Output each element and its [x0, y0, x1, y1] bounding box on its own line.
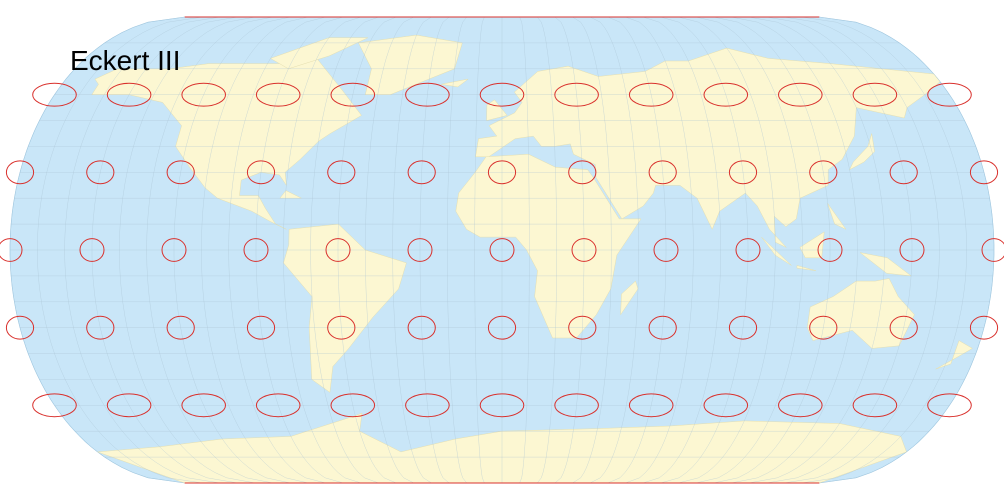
map-title: Eckert III [70, 45, 180, 76]
tissot-indicatrix [181, 393, 226, 418]
tissot-indicatrix [479, 393, 525, 418]
tissot-indicatrix [703, 393, 749, 418]
tissot-indicatrix [735, 238, 761, 262]
tissot-indicatrix [86, 160, 115, 185]
tissot-indicatrix [969, 315, 999, 340]
tissot-indicatrix [246, 160, 276, 185]
tissot-indicatrix [487, 315, 517, 340]
tissot-indicatrix [407, 315, 436, 340]
tissot-indicatrix [489, 238, 515, 262]
tissot-indicatrix [407, 160, 436, 185]
tissot-indicatrix [79, 238, 105, 262]
tissot-indicatrix [86, 315, 115, 340]
tissot-indicatrix [852, 82, 898, 107]
tissot-indicatrix [243, 238, 269, 262]
tissot-indicatrix [166, 315, 195, 340]
tissot-indicatrix [327, 160, 356, 185]
tissot-indicatrix [255, 393, 301, 418]
tissot-indicatrix [325, 238, 351, 262]
graticule-layer [9, 16, 995, 484]
tissot-indicatrix [554, 82, 599, 107]
landmass [620, 280, 639, 316]
tissot-layer [0, 82, 1004, 418]
tissot-indicatrix [246, 315, 276, 340]
tissot-indicatrix [648, 315, 677, 340]
tissot-indicatrix [628, 82, 674, 107]
tissot-indicatrix [32, 393, 77, 418]
landmass [796, 265, 816, 271]
tissot-indicatrix [479, 82, 525, 107]
tissot-indicatrix [405, 82, 450, 107]
tissot-indicatrix [703, 82, 749, 107]
landmass [827, 203, 847, 230]
tissot-indicatrix [648, 160, 677, 185]
tissot-indicatrix [327, 315, 356, 340]
tissot-indicatrix [106, 393, 152, 418]
tissot-indicatrix [852, 393, 898, 418]
tissot-indicatrix [571, 238, 597, 262]
tissot-indicatrix [166, 160, 195, 185]
tissot-indicatrix [981, 238, 1004, 262]
tissot-indicatrix [5, 315, 35, 340]
tissot-indicatrix [653, 238, 679, 262]
tissot-indicatrix [728, 315, 758, 340]
landmass [849, 133, 875, 171]
tissot-indicatrix [809, 160, 838, 185]
tissot-indicatrix [817, 238, 843, 262]
tissot-indicatrix [568, 160, 597, 185]
tissot-indicatrix [809, 315, 838, 340]
tissot-indicatrix [487, 160, 517, 185]
tissot-indicatrix [728, 160, 758, 185]
tissot-indicatrix [405, 393, 450, 418]
tissot-indicatrix [407, 238, 433, 262]
tissot-indicatrix [5, 160, 35, 185]
landmass [440, 78, 469, 88]
tissot-indicatrix [32, 82, 77, 107]
tissot-indicatrix [889, 160, 918, 185]
tissot-indicatrix [330, 82, 376, 107]
tissot-indicatrix [899, 238, 925, 262]
landmass [935, 340, 973, 370]
tissot-indicatrix [330, 393, 376, 418]
tissot-indicatrix [778, 393, 823, 418]
tissot-indicatrix [927, 82, 972, 107]
tissot-indicatrix [554, 393, 599, 418]
tissot-indicatrix [927, 393, 972, 418]
tissot-indicatrix [628, 393, 674, 418]
tissot-indicatrix [161, 238, 187, 262]
tissot-indicatrix [181, 82, 226, 107]
tissot-indicatrix [106, 82, 152, 107]
tissot-indicatrix [889, 315, 918, 340]
tissot-indicatrix [778, 82, 823, 107]
landmass [358, 34, 463, 95]
landmass [283, 223, 407, 393]
tissot-indicatrix [255, 82, 301, 107]
landmass [761, 236, 792, 266]
tissot-indicatrix [568, 315, 597, 340]
tissot-indicatrix [969, 160, 999, 185]
tissot-indicatrix [0, 238, 23, 262]
